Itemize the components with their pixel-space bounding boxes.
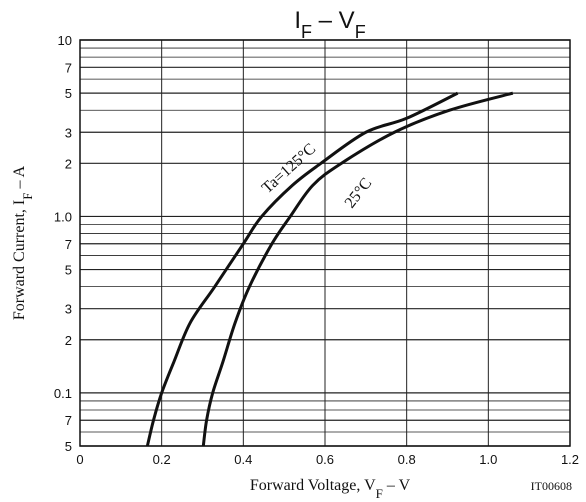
x-tick-label: 0.4 — [234, 452, 252, 467]
text-part: V — [339, 7, 355, 34]
x-tick-label: 0.6 — [316, 452, 334, 467]
subscript: F — [355, 22, 366, 42]
y-tick-label: 3 — [65, 302, 72, 317]
y-tick-label: 7 — [65, 60, 72, 75]
y-tick-label: 2 — [65, 156, 72, 171]
x-axis-label: Forward Voltage, VF – V — [250, 477, 411, 501]
x-tick-label: 1.0 — [479, 452, 497, 467]
y-tick-label: 7 — [65, 413, 72, 428]
curve-label: 25°C — [342, 175, 376, 212]
subscript: F — [20, 193, 35, 200]
y-tick-label: 0.1 — [54, 386, 72, 401]
curve — [201, 91, 514, 447]
subscript: F — [376, 486, 383, 501]
y-tick-label: 10 — [58, 33, 72, 48]
text-part: Forward Voltage, V — [250, 477, 376, 494]
text-part: – A — [11, 165, 28, 192]
text-part: Forward Current, I — [11, 200, 28, 320]
curve — [145, 91, 459, 447]
text-part: – — [312, 7, 339, 34]
y-tick-label: 3 — [65, 125, 72, 140]
x-tick-label: 0.8 — [398, 452, 416, 467]
x-tick-label: 0.2 — [153, 452, 171, 467]
text-part: – V — [383, 477, 411, 494]
y-tick-label: 7 — [65, 237, 72, 252]
y-axis-label: Forward Current, IF – A — [11, 165, 35, 320]
y-tick-label: 5 — [65, 263, 72, 278]
chart-title: IF – VF — [294, 7, 365, 42]
y-tick-label: 2 — [65, 333, 72, 348]
plot-frame — [79, 39, 571, 447]
x-tick-label: 0 — [76, 452, 83, 467]
subscript: F — [301, 22, 312, 42]
text-part: I — [294, 7, 301, 34]
x-tick-label: 1.2 — [561, 452, 579, 467]
figure-code: IT00608 — [531, 479, 572, 493]
y-tick-label: 5 — [65, 86, 72, 101]
y-tick-label: 5 — [65, 439, 72, 454]
y-tick-label: 1.0 — [54, 209, 72, 224]
